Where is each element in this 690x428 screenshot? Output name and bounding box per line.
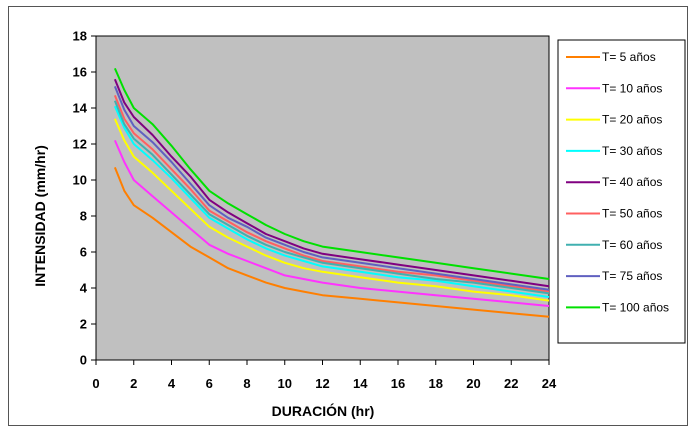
legend-label: T= 50 años [602, 207, 662, 221]
y-tick-label: 0 [80, 353, 87, 368]
y-tick-label: 2 [80, 317, 87, 332]
y-tick-label: 16 [73, 65, 87, 80]
x-tick-label: 4 [168, 376, 176, 391]
y-tick-label: 14 [73, 101, 88, 116]
series-line-4 [113, 105, 550, 298]
legend-label: T= 40 años [602, 175, 662, 189]
x-tick-label: 8 [243, 376, 250, 391]
legend-label: T= 30 años [602, 144, 662, 158]
y-axis-title: INTENSIDAD (mm/hr) [32, 145, 48, 287]
series-line-7 [113, 100, 550, 295]
x-tick-label: 0 [92, 376, 99, 391]
legend-label: T= 100 años [602, 300, 669, 314]
series-line-3 [113, 118, 550, 302]
x-tick-label: 16 [391, 376, 405, 391]
x-tick-label: 10 [278, 376, 292, 391]
legend-label: T= 5 años [602, 50, 656, 64]
series-line-1 [113, 167, 550, 318]
x-tick-label: 20 [466, 376, 480, 391]
y-tick-label: 4 [80, 281, 88, 296]
series-line-8 [113, 86, 550, 291]
x-tick-label: 2 [130, 376, 137, 391]
x-tick-label: 12 [315, 376, 329, 391]
y-tick-label: 10 [73, 173, 87, 188]
x-tick-label: 6 [206, 376, 213, 391]
x-tick-label: 22 [504, 376, 518, 391]
x-axis-title: DURACIÓN (hr) [272, 402, 375, 419]
y-tick-label: 6 [80, 245, 87, 260]
series-line-2 [113, 140, 550, 307]
legend-label: T= 10 años [602, 81, 662, 95]
series-line-6 [113, 95, 550, 293]
x-tick-label: 24 [542, 376, 557, 391]
y-tick-label: 8 [80, 209, 87, 224]
legend-label: T= 60 años [602, 238, 662, 252]
series-line-5 [113, 78, 550, 288]
x-tick-label: 18 [429, 376, 443, 391]
plot-area [95, 35, 550, 361]
legend: T= 5 años T= 10 años T= 20 años T= 30 años T… [557, 39, 686, 344]
legend-box [557, 39, 686, 344]
y-tick-label: 18 [73, 29, 87, 44]
plot-background [95, 35, 550, 361]
x-tick-label: 14 [353, 376, 368, 391]
y-tick-label: 12 [73, 137, 87, 152]
legend-label: T= 20 años [602, 113, 662, 127]
legend-label: T= 75 años [602, 269, 662, 283]
series-line-9 [113, 68, 550, 280]
series-lines [113, 68, 550, 318]
